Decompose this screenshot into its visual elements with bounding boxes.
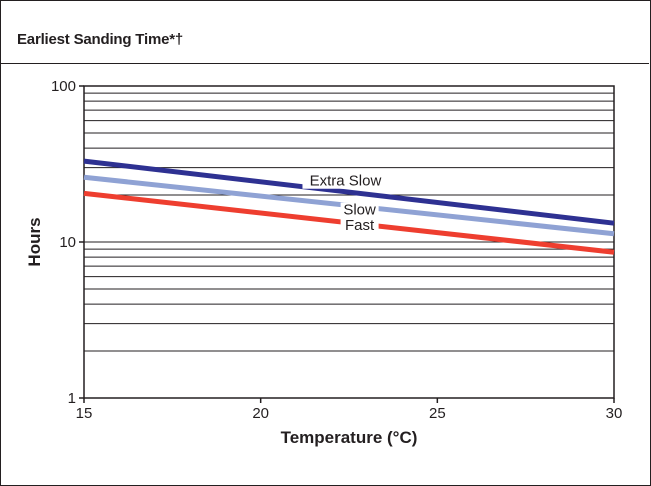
series-label-fast: Fast (345, 217, 375, 234)
x-tick-label: 25 (429, 405, 446, 422)
y-tick-label: 1 (68, 390, 76, 407)
y-tick-label: 100 (51, 78, 76, 95)
series-label-extra-slow: Extra Slow (310, 173, 382, 190)
series-line-extra-slow (83, 158, 615, 226)
y-axis-label: Hours (25, 217, 44, 266)
series-label-bg (302, 173, 389, 189)
x-tick-label: 30 (606, 405, 623, 422)
x-tick-label: 20 (252, 405, 269, 422)
chart-header: Earliest Sanding Time*† (0, 0, 649, 64)
series-label-bg (340, 202, 379, 218)
y-tick-label: 10 (59, 234, 76, 251)
chart-title: Earliest Sanding Time*† (17, 31, 184, 48)
x-axis-label: Temperature (°C) (281, 428, 418, 447)
series-label-bg (340, 217, 379, 233)
x-tick-label: 15 (76, 405, 93, 422)
series-label-slow: Slow (343, 202, 376, 219)
